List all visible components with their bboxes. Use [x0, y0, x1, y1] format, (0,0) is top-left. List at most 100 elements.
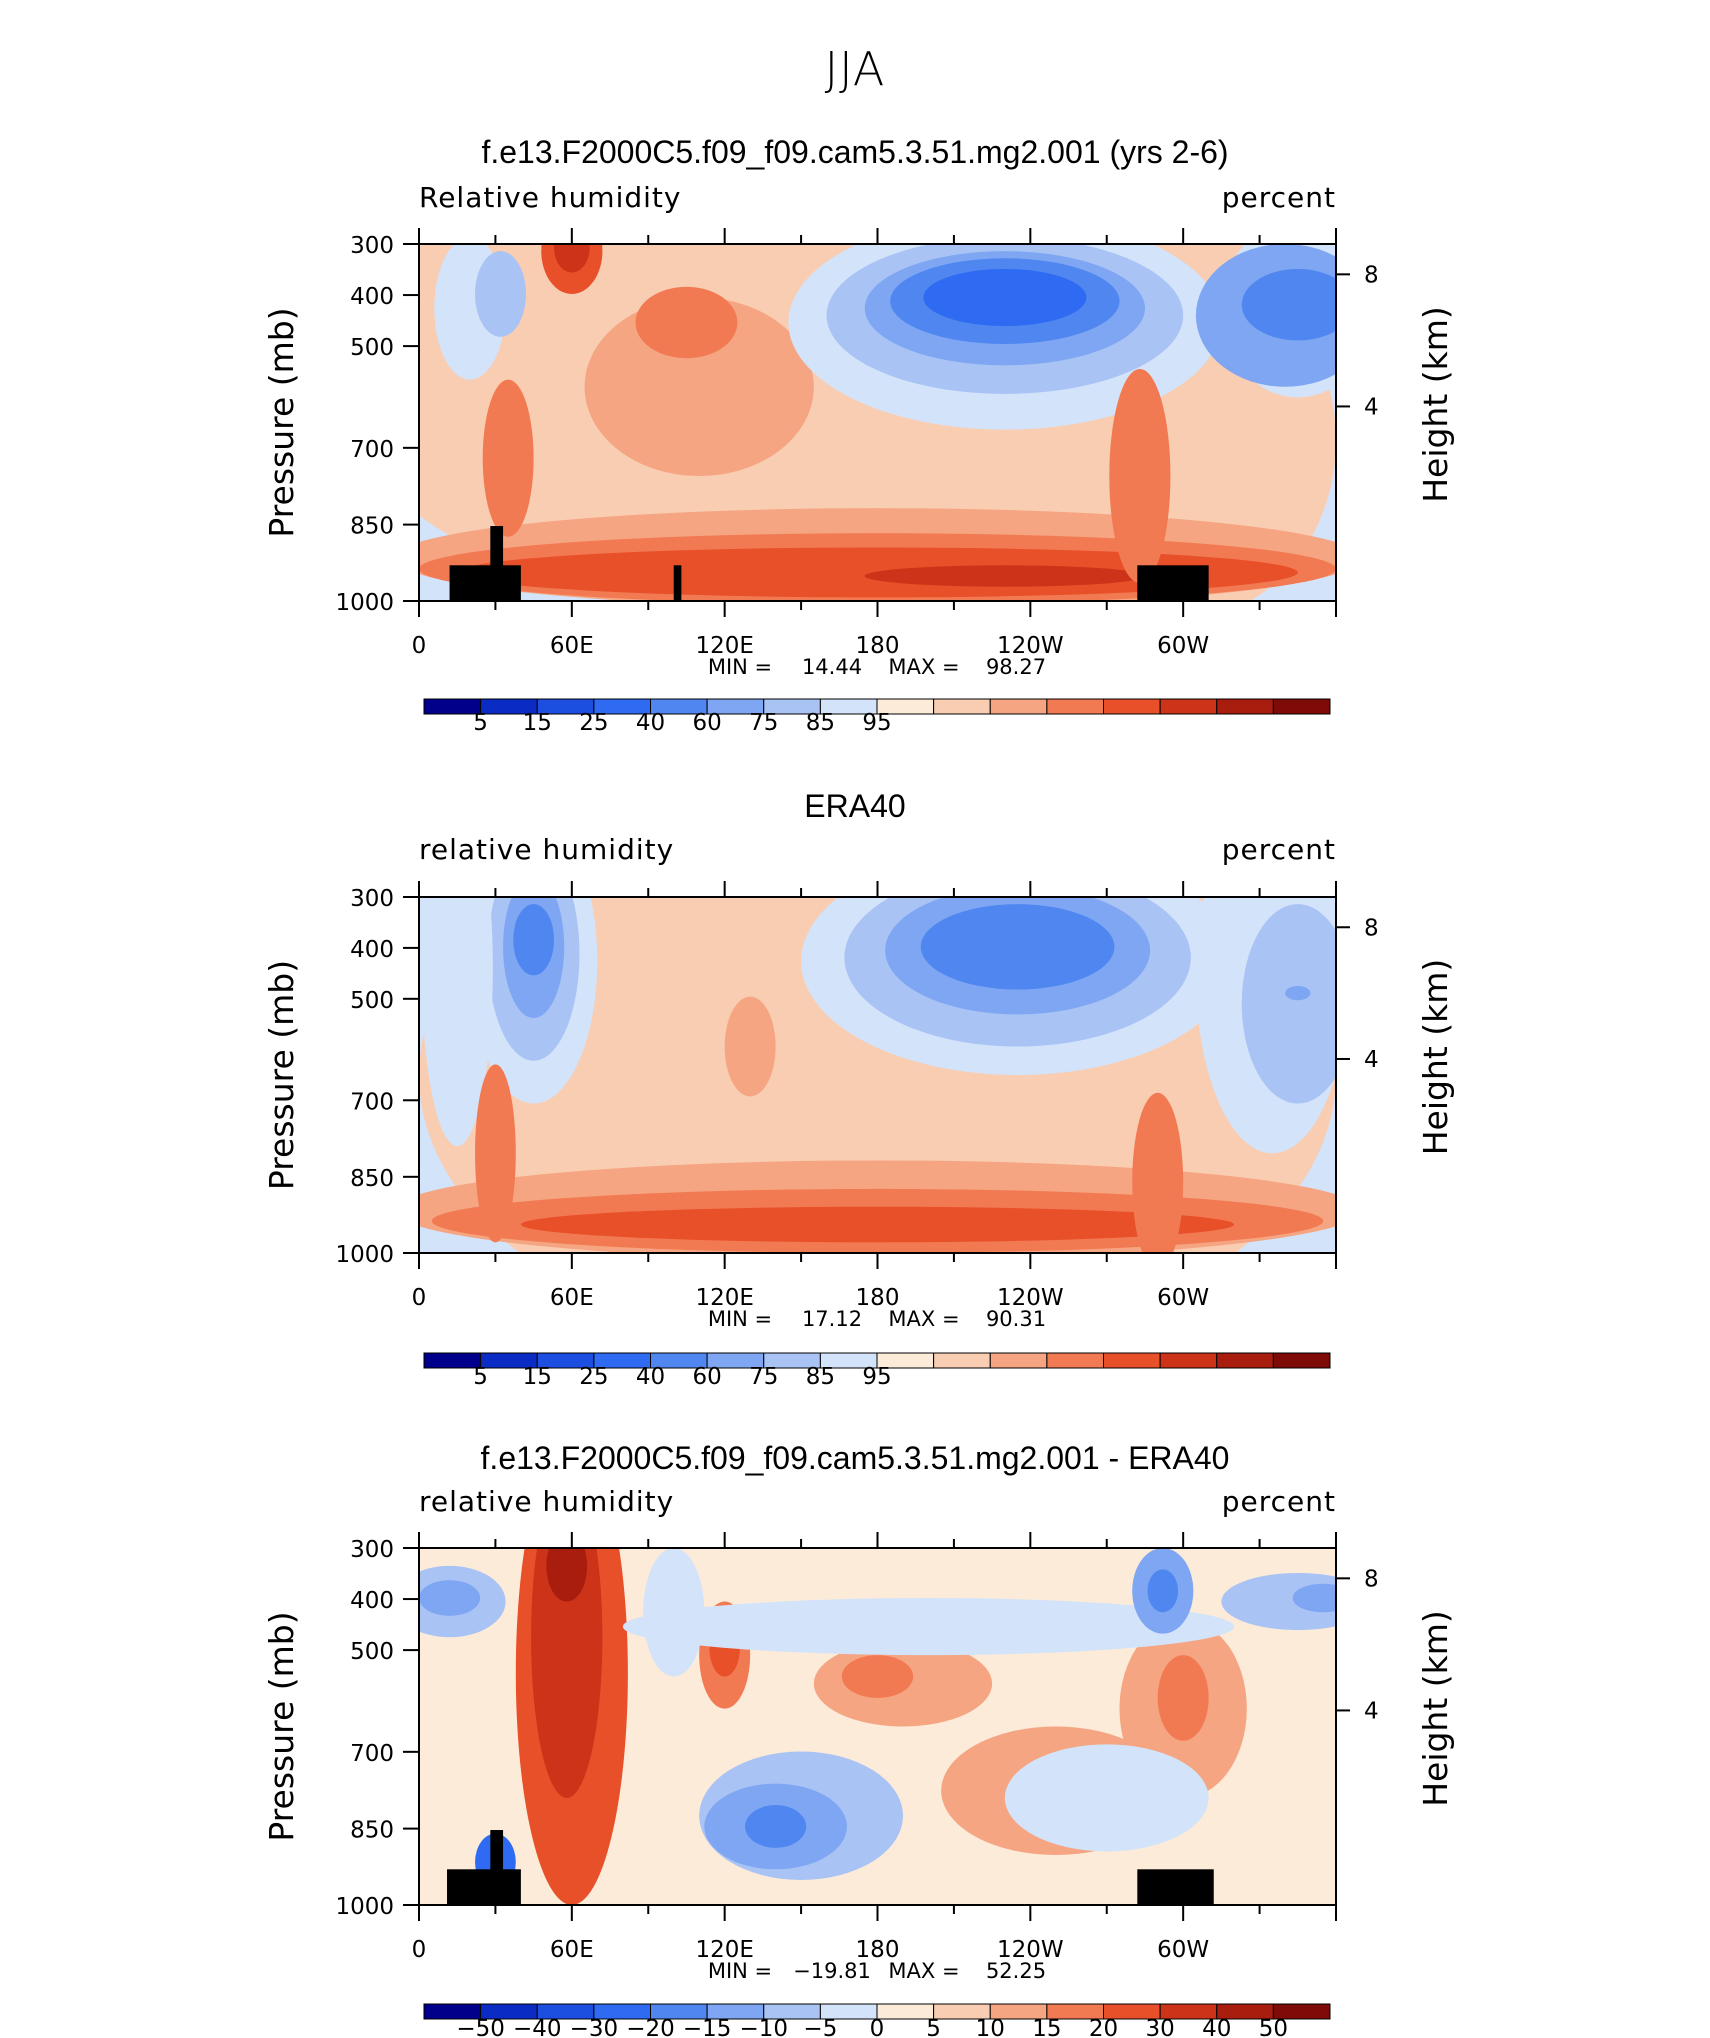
colorbar-label: 60	[692, 1364, 721, 1390]
colorbar-box	[423, 698, 482, 715]
contour-region	[1285, 986, 1311, 1001]
colorbar-label: −5	[803, 2016, 837, 2038]
x-tick-label: 60W	[1157, 1937, 1209, 1963]
min-label: MIN =	[708, 1959, 772, 1983]
colorbar-label: −10	[739, 2016, 788, 2038]
y-axis-right-label: Height (km)	[1416, 1610, 1455, 1807]
colorbar-label: 5	[473, 710, 488, 736]
colorbar-box	[1272, 698, 1331, 715]
right-string: percent	[1222, 181, 1336, 214]
contour-region	[1241, 269, 1336, 341]
topography-mask	[490, 1830, 504, 1905]
colorbar-box	[1159, 1352, 1218, 1369]
contour-region	[554, 244, 590, 273]
x-tick-label: 60E	[550, 633, 594, 659]
colorbar-box	[1159, 698, 1218, 715]
colorbar-label: 5	[926, 2016, 941, 2038]
x-tick-label: 180	[856, 1285, 900, 1311]
x-tick-label: 180	[856, 633, 900, 659]
colorbar-label: 50	[1259, 2016, 1288, 2038]
y-axis-label: Pressure (mb)	[262, 307, 301, 537]
colorbar-box	[989, 698, 1048, 715]
topography-mask	[490, 526, 504, 601]
contour-region	[513, 904, 555, 976]
colorbar-label: 0	[870, 2016, 885, 2038]
y-tick-right-label: 4	[1364, 1047, 1379, 1073]
colorbar-label: 40	[636, 710, 665, 736]
panel-2-title: ERA40	[804, 788, 906, 824]
colorbar-label: −50	[456, 2016, 505, 2038]
panel-3-title: f.e13.F2000C5.f09_f09.cam5.3.51.mg2.001 …	[480, 1440, 1230, 1476]
y-tick-label: 500	[350, 1639, 394, 1665]
colorbar-box	[1272, 2003, 1331, 2020]
colorbar-box	[989, 1352, 1048, 1369]
left-string: Relative humidity	[419, 181, 681, 214]
colorbar-box	[933, 698, 991, 715]
contour-region	[622, 1597, 1235, 1656]
y-tick-label: 400	[350, 937, 394, 963]
colorbar-label: 25	[579, 710, 608, 736]
y-tick-label: 700	[350, 437, 394, 463]
y-axis-right-label: Height (km)	[1416, 959, 1455, 1156]
topography-mask	[447, 1869, 521, 1905]
contour-region	[1292, 1583, 1336, 1613]
colorbar-label: 75	[749, 1364, 778, 1390]
topography-mask	[1137, 1869, 1214, 1905]
y-tick-label: 400	[350, 1588, 394, 1614]
colorbar-label: 15	[523, 710, 552, 736]
min-label: MIN =	[708, 655, 772, 679]
contour-region	[923, 268, 1087, 327]
y-axis-right-label: Height (km)	[1416, 306, 1455, 503]
x-tick-label: 120E	[695, 633, 753, 659]
right-string: percent	[1222, 1485, 1336, 1518]
max-value: 90.31	[986, 1307, 1046, 1331]
colorbar-label: 20	[1089, 2016, 1118, 2038]
y-tick-right-label: 4	[1364, 1698, 1379, 1724]
page-title: JJA	[824, 42, 886, 96]
contour-region	[419, 1580, 481, 1616]
y-tick-label: 500	[350, 988, 394, 1014]
panel-3: 0 60E 120E 180 120W 60W300400500700850100084P…	[262, 1485, 1455, 2038]
contour-region	[1004, 1744, 1209, 1852]
colorbar-label: 60	[692, 710, 721, 736]
contour-region	[546, 1548, 588, 1602]
colorbar-box	[1103, 698, 1161, 715]
colorbar-box	[933, 1352, 991, 1369]
colorbar-label: 95	[862, 1364, 891, 1390]
contour-region	[475, 1064, 516, 1243]
x-tick-label: 0	[412, 633, 427, 659]
colorbar-label: −30	[570, 2016, 619, 2038]
contour-region	[864, 565, 1145, 587]
contour-region	[1241, 904, 1336, 1104]
min-value: 17.12	[802, 1307, 862, 1331]
panel-2: 0 60E 120E 180 120W 60W 300 400 500 700 850 1000 8 4 P…	[262, 833, 1455, 1390]
x-tick-label: 120W	[997, 1937, 1064, 1963]
left-string: relative humidity	[419, 833, 674, 866]
colorbar-label: 5	[473, 1364, 488, 1390]
colorbar-box	[1103, 1352, 1161, 1369]
colorbar-box	[1046, 698, 1104, 715]
colorbar-label: 30	[1145, 2016, 1174, 2038]
contour-region	[520, 1206, 1235, 1243]
topography-mask	[449, 565, 521, 601]
colorbar-label: 15	[1032, 2016, 1061, 2038]
contour-region	[475, 251, 526, 337]
colorbar-label: 95	[862, 710, 891, 736]
contour-region	[1147, 1569, 1179, 1613]
y-tick-label: 300	[350, 886, 394, 912]
colorbar-label: 40	[636, 1364, 665, 1390]
contour-region	[421, 897, 493, 1147]
x-tick-label: 120W	[997, 1285, 1064, 1311]
colorbar-box	[876, 2003, 935, 2020]
x-tick-label: 120E	[695, 1937, 753, 1963]
contour-region	[1109, 368, 1171, 584]
contour-region	[920, 904, 1115, 990]
y-tick-right-label: 4	[1364, 394, 1379, 420]
x-tick-label: 0	[412, 1285, 427, 1311]
y-tick-right-label: 8	[1364, 262, 1379, 288]
max-value: 52.25	[986, 1959, 1046, 1983]
colorbar-box	[1272, 1352, 1331, 1369]
y-axis-label: Pressure (mb)	[262, 1611, 301, 1841]
min-label: MIN =	[708, 1307, 772, 1331]
